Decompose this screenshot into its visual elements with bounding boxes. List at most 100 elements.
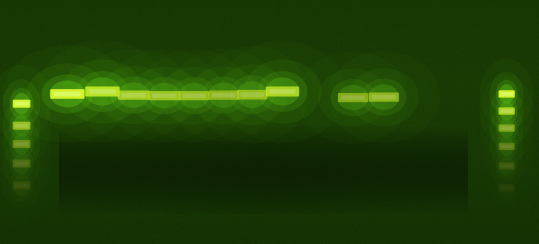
FancyBboxPatch shape [237,90,267,100]
FancyBboxPatch shape [499,124,515,132]
Ellipse shape [489,124,524,168]
FancyBboxPatch shape [338,93,368,102]
Ellipse shape [141,77,188,114]
Ellipse shape [110,77,157,114]
Ellipse shape [237,81,268,108]
Ellipse shape [496,132,517,161]
FancyBboxPatch shape [13,140,30,148]
Ellipse shape [3,101,40,150]
FancyBboxPatch shape [15,183,29,187]
FancyBboxPatch shape [89,89,116,94]
FancyBboxPatch shape [209,91,239,100]
FancyBboxPatch shape [15,162,29,165]
Ellipse shape [489,72,524,116]
Ellipse shape [499,178,514,198]
FancyBboxPatch shape [369,92,399,102]
FancyBboxPatch shape [54,92,81,96]
Ellipse shape [127,67,202,125]
Ellipse shape [499,84,514,104]
Ellipse shape [499,101,514,121]
Ellipse shape [318,69,388,127]
Ellipse shape [10,88,33,119]
Ellipse shape [201,77,246,114]
FancyBboxPatch shape [13,182,30,189]
FancyBboxPatch shape [15,102,29,106]
Ellipse shape [258,71,307,112]
FancyBboxPatch shape [149,91,180,100]
Ellipse shape [42,74,93,113]
FancyBboxPatch shape [118,91,149,100]
Ellipse shape [148,83,181,108]
Ellipse shape [489,89,524,133]
Ellipse shape [3,139,40,188]
Ellipse shape [10,148,33,179]
Ellipse shape [217,64,287,125]
FancyBboxPatch shape [240,92,264,97]
Ellipse shape [10,110,33,141]
FancyBboxPatch shape [500,164,513,168]
Ellipse shape [118,82,150,108]
Ellipse shape [489,166,524,210]
Ellipse shape [330,79,376,116]
Ellipse shape [496,80,517,108]
Ellipse shape [499,156,514,176]
Ellipse shape [496,114,517,142]
FancyBboxPatch shape [85,86,120,97]
FancyBboxPatch shape [212,93,236,97]
Ellipse shape [159,67,229,125]
FancyBboxPatch shape [372,95,396,99]
Ellipse shape [13,93,30,114]
FancyBboxPatch shape [179,91,209,100]
Ellipse shape [10,170,33,201]
FancyBboxPatch shape [13,160,30,167]
Ellipse shape [13,133,30,155]
Ellipse shape [368,84,399,110]
Ellipse shape [62,60,143,123]
Ellipse shape [349,68,419,126]
FancyBboxPatch shape [500,109,513,113]
FancyBboxPatch shape [182,93,206,98]
Ellipse shape [10,128,33,160]
Ellipse shape [96,66,171,124]
Ellipse shape [50,81,85,107]
Ellipse shape [361,79,406,116]
FancyBboxPatch shape [499,184,515,192]
Ellipse shape [77,71,128,112]
FancyBboxPatch shape [500,126,513,130]
FancyBboxPatch shape [152,93,177,98]
FancyBboxPatch shape [341,95,365,100]
Ellipse shape [496,152,517,180]
FancyBboxPatch shape [499,90,515,98]
Ellipse shape [230,75,275,114]
Ellipse shape [13,153,30,174]
FancyBboxPatch shape [499,143,515,150]
FancyBboxPatch shape [13,122,30,130]
Ellipse shape [208,82,239,108]
FancyBboxPatch shape [270,89,295,94]
FancyBboxPatch shape [499,162,515,170]
Ellipse shape [499,118,514,138]
Ellipse shape [13,175,30,196]
Ellipse shape [489,106,524,150]
Ellipse shape [337,85,369,110]
Ellipse shape [265,77,300,106]
FancyBboxPatch shape [500,145,513,148]
FancyBboxPatch shape [500,186,513,190]
Ellipse shape [85,77,120,106]
Ellipse shape [13,115,30,136]
FancyBboxPatch shape [15,142,29,146]
Ellipse shape [3,161,40,210]
FancyBboxPatch shape [266,86,299,97]
FancyBboxPatch shape [500,92,513,96]
Ellipse shape [171,77,217,114]
Ellipse shape [3,120,40,168]
Ellipse shape [496,174,517,202]
Ellipse shape [499,137,514,156]
FancyBboxPatch shape [50,89,85,99]
FancyBboxPatch shape [121,93,146,97]
Ellipse shape [489,144,524,188]
FancyBboxPatch shape [499,107,515,115]
Ellipse shape [244,60,321,123]
Ellipse shape [27,63,108,124]
Ellipse shape [496,97,517,125]
